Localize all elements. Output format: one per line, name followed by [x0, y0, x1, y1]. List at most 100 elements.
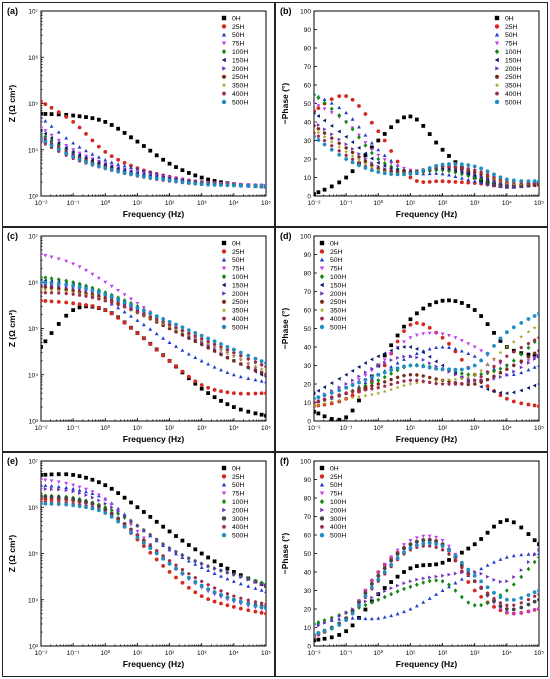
data-point: [323, 98, 327, 101]
legend-label: 150H: [232, 57, 248, 64]
data-point: [415, 334, 419, 337]
data-point: [351, 147, 354, 151]
legend-marker: [222, 491, 226, 495]
data-point: [447, 162, 451, 166]
data-point: [71, 503, 75, 507]
data-point: [499, 604, 503, 608]
data-point: [364, 378, 368, 382]
data-point: [376, 391, 380, 395]
x-tick-label: 10⁰: [100, 649, 110, 657]
data-point: [428, 579, 432, 584]
data-point: [312, 192, 316, 196]
data-point: [454, 336, 458, 339]
data-point: [64, 503, 68, 507]
data-point: [43, 495, 47, 499]
data-point: [479, 579, 483, 583]
data-point: [110, 295, 114, 299]
data-point: [50, 495, 54, 499]
data-point: [91, 502, 95, 506]
data-point: [64, 314, 68, 318]
data-point: [527, 386, 530, 390]
data-point: [129, 501, 133, 505]
data-point: [39, 502, 43, 506]
data-point: [389, 149, 393, 153]
data-point: [323, 131, 327, 134]
chart-d: (d)10⁻² 10⁻¹ 10⁰ 10¹ 10² 10³ 10⁴ 10⁵01020304050…: [276, 228, 547, 451]
data-point: [254, 610, 258, 614]
data-point: [479, 603, 483, 608]
data-point: [316, 114, 319, 118]
data-point: [239, 607, 243, 611]
data-point: [260, 588, 264, 591]
legend-label: 75H: [232, 491, 245, 498]
data-point: [71, 301, 75, 305]
data-point: [312, 397, 316, 401]
y-tick-label: 30: [304, 588, 312, 595]
data-point: [434, 346, 438, 349]
data-point: [415, 179, 419, 183]
data-point: [181, 571, 185, 575]
data-point: [396, 361, 400, 364]
data-point: [136, 331, 140, 335]
data-point: [537, 336, 541, 339]
data-point: [370, 387, 374, 390]
legend-marker: [222, 41, 226, 45]
x-tick-label: 10³: [470, 650, 480, 657]
data-point: [254, 360, 258, 363]
data-point: [187, 543, 191, 547]
data-point: [50, 299, 54, 303]
legend-label: 0H: [505, 15, 514, 22]
series-0H: [312, 298, 541, 421]
data-point: [155, 348, 159, 352]
data-point: [512, 554, 516, 557]
data-point: [110, 160, 114, 163]
data-point: [181, 180, 185, 184]
data-point: [434, 300, 438, 304]
data-point: [389, 368, 393, 372]
data-point: [364, 599, 367, 603]
data-point: [505, 330, 509, 334]
data-point: [460, 162, 464, 166]
data-point: [181, 168, 185, 172]
data-point: [479, 375, 483, 378]
data-point: [129, 135, 133, 139]
data-point: [527, 179, 531, 183]
data-point: [402, 374, 406, 377]
data-point: [316, 127, 320, 130]
data-point: [219, 368, 223, 371]
data-point: [148, 149, 152, 153]
data-point: [50, 484, 54, 487]
data-point: [64, 472, 68, 476]
data-point: [479, 595, 483, 599]
data-point: [206, 183, 210, 187]
y-axis-title: −Phase (°): [280, 83, 290, 125]
data-point: [337, 153, 341, 157]
data-point: [447, 382, 451, 385]
data-point: [370, 157, 373, 161]
data-point: [84, 493, 87, 497]
data-point: [486, 322, 490, 326]
panel-label: (b): [280, 6, 292, 16]
data-point: [396, 556, 400, 560]
data-point: [376, 154, 380, 157]
data-point: [351, 623, 355, 627]
data-point: [200, 359, 204, 362]
panel-label: (e): [7, 456, 18, 466]
data-point: [428, 326, 432, 330]
y-tick-label: 40: [304, 345, 312, 352]
data-point: [226, 596, 230, 600]
data-point: [492, 597, 496, 600]
data-point: [64, 152, 68, 156]
legend-label: 150H: [232, 282, 248, 289]
data-point: [505, 363, 509, 368]
data-point: [421, 379, 425, 382]
data-point: [389, 365, 393, 368]
data-point: [402, 172, 406, 176]
data-point: [364, 361, 367, 365]
data-point: [454, 572, 457, 576]
data-point: [415, 171, 419, 175]
data-point: [402, 115, 406, 119]
data-point: [264, 185, 268, 189]
data-point: [168, 162, 172, 166]
data-point: [409, 378, 413, 381]
